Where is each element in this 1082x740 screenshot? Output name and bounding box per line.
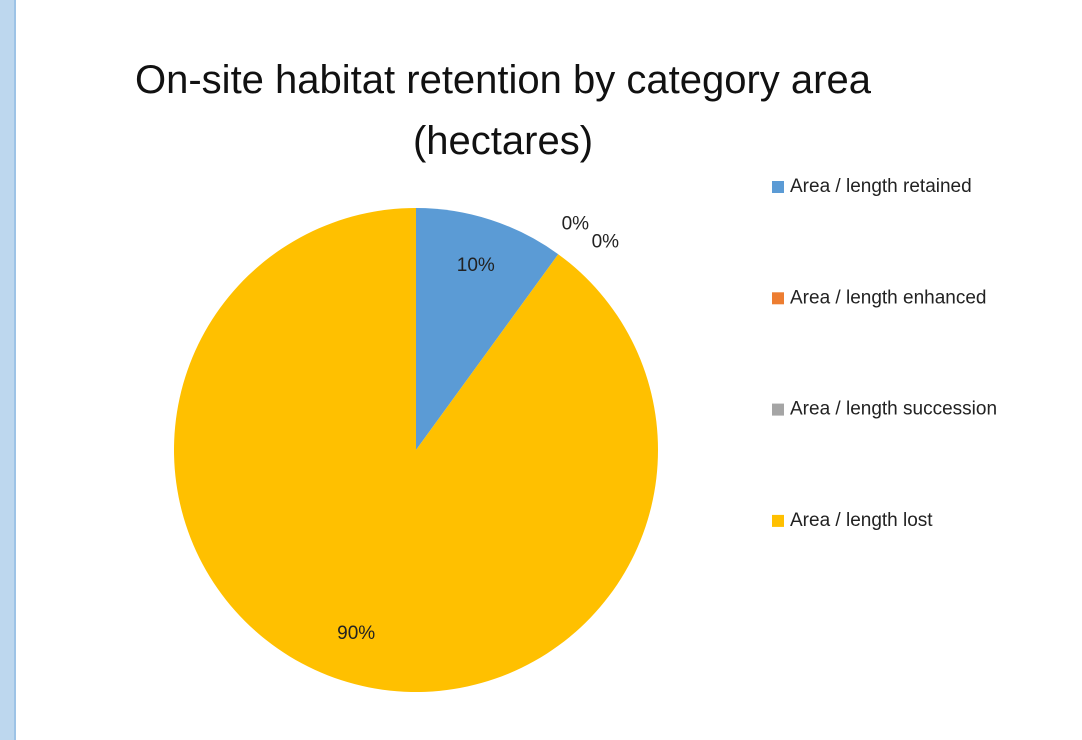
pie-slice (416, 208, 559, 450)
pie-slice (174, 208, 658, 692)
legend-label: Area / length lost (790, 510, 933, 531)
data-label: 0% (562, 214, 590, 235)
chart-title: On-site habitat retention by category ar… (135, 58, 871, 163)
legend-swatch (772, 514, 784, 527)
side-strip (0, 0, 16, 740)
legend-swatch (772, 292, 784, 305)
legend-swatch (772, 181, 784, 193)
legend-swatch (772, 403, 784, 416)
legend-label: Area / length retained (790, 176, 972, 197)
legend-label: Area / length enhanced (790, 287, 987, 308)
data-label: 10% (457, 255, 495, 276)
data-label: 0% (592, 232, 620, 253)
legend-label: Area / length succession (790, 399, 997, 420)
data-label: 90% (337, 623, 375, 644)
